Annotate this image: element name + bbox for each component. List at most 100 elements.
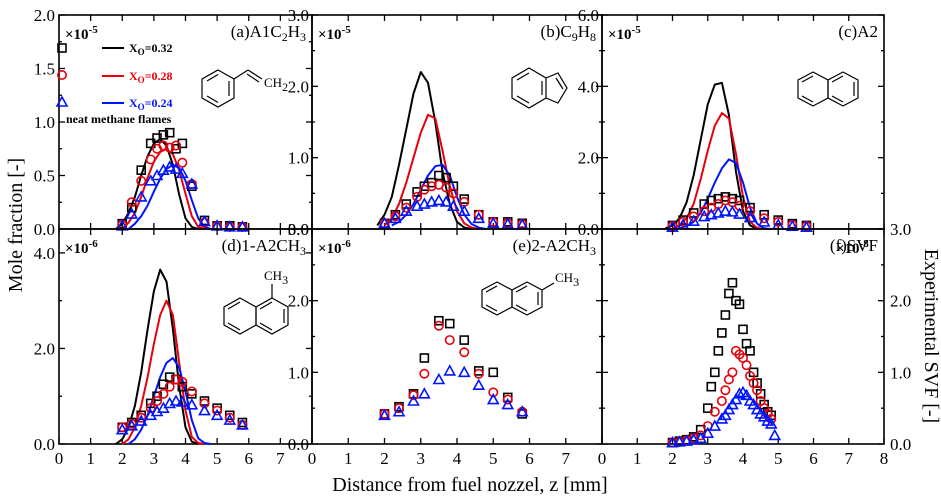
data-point-square [720,192,731,202]
y-tick-label: 2.0 [890,292,911,311]
data-point-square [734,299,745,310]
data-point-square [419,353,430,363]
data-point-circle [212,405,223,416]
data-point-triangle [743,210,757,223]
x-tick-label: 5 [489,449,498,468]
data-point-triangle [486,392,500,405]
data-point-square [164,372,175,382]
data-point-circle [136,412,147,423]
data-point-triangle [425,195,438,207]
data-point-triangle [144,174,158,186]
data-point-circle [720,385,731,396]
data-point-circle [171,140,182,151]
data-point-triangle [407,394,420,406]
data-point-square [488,367,499,378]
data-point-circle [727,367,738,378]
data-point-circle [695,430,706,441]
data-point-square [444,318,455,329]
series-line-0 [115,138,199,230]
1-methylnaphthalene-structure: CH3 [223,268,289,335]
data-point-triangle [457,204,471,216]
data-point-square [158,379,169,390]
panel-b-multiplier: ×10-5 [318,24,351,43]
y-tick-label: 1.5 [34,60,55,79]
svg-text:XO=0.24: XO=0.24 [129,96,173,112]
data-point-triangle [175,166,189,179]
ch3-label-e: CH3 [555,270,579,289]
data-point-circle [741,360,752,371]
data-point-triangle [515,405,529,417]
legend-marker-square [57,43,67,53]
x-tick-label: 7 [845,449,854,468]
data-point-circle [171,374,182,385]
data-point-square [727,277,738,288]
data-point-circle [164,142,175,153]
x-tick-label: 6 [809,449,818,468]
data-point-square [724,288,734,299]
x-tick-label: 4 [453,449,462,468]
data-point-triangle [501,217,515,229]
panels-group: 0.0 0.5 1.0 1.5 2.0 (a)A1C2H3 ×10-5 0.0 1.0 2.0 3.… [34,6,912,468]
y-tick-label: 3.0 [288,6,309,25]
y-tick-label: 1.0 [288,149,309,168]
x-tick-label: 0 [598,449,607,468]
data-point-triangle [185,177,199,189]
x-tick-label: 3 [150,449,159,468]
y-tick-label: 1.0 [288,363,309,382]
data-point-square [158,130,169,140]
data-point-triangle [768,428,782,441]
data-point-circle [488,387,499,398]
y-tick-label: 2.0 [34,339,55,358]
panel-c-multiplier: ×10-5 [608,24,641,43]
x-tick-label: 7 [276,449,285,468]
data-point-triangle [418,387,431,399]
panel-d: 0 1 2 3 4 5 6 70.02.04.0 (d)1-A2CH3×10-6 [34,228,313,468]
x-tick-label: 8 [880,449,889,468]
data-point-circle [709,406,720,417]
data-point-circle [401,202,412,213]
legend-entry-032: XO=0.32 [57,41,173,57]
data-point-triangle [666,435,679,448]
data-point-triangle [687,214,701,226]
data-point-triangle [418,197,431,209]
data-point-triangle [687,433,701,445]
data-point-circle [759,213,770,224]
data-point-square [164,127,175,138]
y-tick-label: 2.0 [288,77,309,96]
data-point-triangle [457,365,471,378]
indene-structure [511,67,568,109]
data-point-triangle [719,204,732,216]
data-point-square [738,324,748,335]
data-point-triangle [740,388,753,401]
data-point-triangle [733,207,746,219]
data-point-circle [177,157,188,168]
data-point-triangle [432,372,446,385]
data-point-triangle [439,195,453,207]
y-tick-label: 0.0 [34,435,55,454]
data-point-square [745,346,755,356]
y-tick-label: 3.0 [288,220,309,239]
x-tick-label: 0 [55,449,64,468]
data-point-square [727,193,738,204]
data-point-circle [419,368,430,379]
series-line-2 [679,158,772,230]
data-point-square [752,378,762,388]
data-point-circle [502,394,513,405]
data-point-triangle [764,417,778,429]
panel-b-title: (b)C9H8 [541,22,596,44]
ch2-label: CH2 [264,75,288,94]
data-point-triangle [134,190,148,202]
data-point-triangle [125,419,139,431]
y-tick-label: 4.0 [578,77,599,96]
data-point-circle [126,197,137,208]
series-line-2 [127,357,211,445]
panel-f: 0 1 2 3 4 5 6 7 80.0 1.0 2.0 3.0 (f)SVF×10-8 [598,220,912,468]
data-point-circle [145,403,156,414]
y-tick-label: 3.0 [890,220,911,239]
data-point-circle [441,182,452,193]
data-point-square [401,199,412,209]
data-point-square [177,138,188,149]
2-methylnaphthalene-structure: CH3 [481,270,579,316]
data-point-triangle [757,215,771,227]
data-point-circle [773,216,784,227]
